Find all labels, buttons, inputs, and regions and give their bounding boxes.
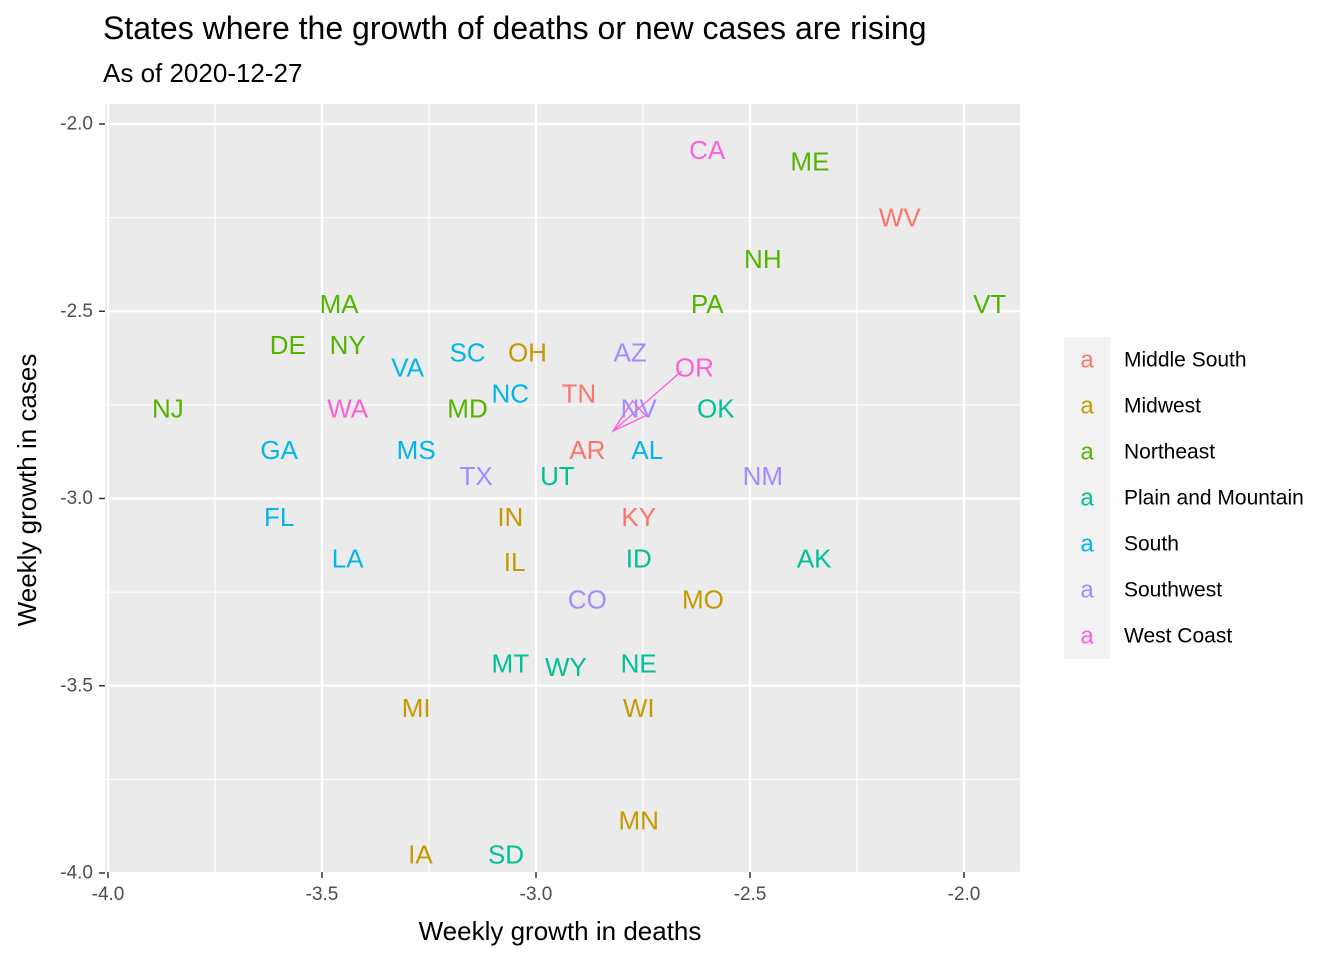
point-label-ne: NE <box>621 648 657 678</box>
legend-key-glyph: a <box>1080 531 1094 558</box>
point-label-co: CO <box>568 585 607 615</box>
legend-key <box>1064 567 1110 613</box>
legend-key-glyph: a <box>1080 393 1094 420</box>
point-label-ca: CA <box>689 135 726 165</box>
minor-gridlines <box>105 104 1020 872</box>
point-label-wi: WI <box>623 693 655 723</box>
point-label-ut: UT <box>540 461 575 491</box>
legend-label: Northeast <box>1124 441 1215 464</box>
legend-item-northeast: a Northeast <box>1064 429 1215 475</box>
point-label-ma: MA <box>320 289 360 319</box>
legend-item-midwest: a Midwest <box>1064 383 1201 429</box>
label-connector-arrow <box>611 399 647 433</box>
point-label-mo: MO <box>682 585 724 615</box>
point-label-vt: VT <box>973 289 1006 319</box>
x-tick-label: -4.0 <box>92 884 125 905</box>
point-label-tn: TN <box>561 379 596 409</box>
legend-item-west-coast: a West Coast <box>1064 613 1232 659</box>
legend-item-south: a South <box>1064 521 1179 567</box>
legend-key <box>1064 337 1110 383</box>
legend-label: South <box>1124 533 1179 556</box>
major-gridlines <box>105 104 1020 875</box>
x-tick-label: -3.0 <box>520 884 553 905</box>
plot-panel <box>105 104 1020 872</box>
legend-key <box>1064 475 1110 521</box>
point-label-ms: MS <box>397 435 436 465</box>
point-label-nc: NC <box>492 379 530 409</box>
legend-label: Middle South <box>1124 349 1247 372</box>
point-label-ak: AK <box>797 543 832 573</box>
legend-key <box>1064 521 1110 567</box>
point-label-me: ME <box>790 146 829 176</box>
point-label-mi: MI <box>402 693 431 723</box>
point-label-nv: NV <box>621 394 658 424</box>
legend-key <box>1064 429 1110 475</box>
point-label-la: LA <box>332 543 364 573</box>
y-tick-label: -2.0 <box>60 114 93 135</box>
point-label-nj: NJ <box>152 394 184 424</box>
legend-item-middle-south: a Middle South <box>1064 337 1247 383</box>
point-label-de: DE <box>270 330 306 360</box>
point-label-va: VA <box>391 352 424 382</box>
legend-label: Plain and Mountain <box>1124 487 1304 510</box>
point-label-in: IN <box>497 502 523 532</box>
chart-title: States where the growth of deaths or new… <box>103 10 927 46</box>
point-label-wv: WV <box>879 203 922 233</box>
point-label-ky: KY <box>621 502 656 532</box>
point-label-pa: PA <box>691 289 724 319</box>
point-labels: CA ME WV NH MA PA VT DE NY SC OH AZ VA OR NC TN NJ WA MD NV… <box>152 135 1006 869</box>
legend-item-southwest: a Southwest <box>1064 567 1222 613</box>
y-tick-label: -4.0 <box>60 863 93 884</box>
point-label-mn: MN <box>619 806 659 836</box>
point-label-al: AL <box>631 435 663 465</box>
legend-key <box>1064 383 1110 429</box>
point-label-ny: NY <box>330 330 366 360</box>
y-tick-label: -2.5 <box>60 301 93 322</box>
legend-key-glyph: a <box>1080 623 1094 650</box>
chart-subtitle: As of 2020-12-27 <box>103 58 303 88</box>
legend-key-glyph: a <box>1080 577 1094 604</box>
point-label-az: AZ <box>614 337 647 367</box>
point-label-mt: MT <box>492 648 530 678</box>
point-label-sc: SC <box>449 337 485 367</box>
point-label-il: IL <box>504 547 526 577</box>
y-axis: -4.0 -3.5 -3.0 -2.5 -2.0 <box>60 114 105 884</box>
point-label-tx: TX <box>459 461 492 491</box>
x-axis-title: Weekly growth in deaths <box>419 916 702 946</box>
point-label-ia: IA <box>408 839 433 869</box>
legend-item-plain-and-mountain: a Plain and Mountain <box>1064 475 1304 521</box>
x-tick-label: -2.0 <box>948 884 981 905</box>
point-label-oh: OH <box>508 337 547 367</box>
point-label-or: OR <box>675 352 714 382</box>
legend: a Middle South a Midwest a Northeast a Plain an… <box>1064 337 1304 659</box>
point-label-nm: NM <box>743 461 783 491</box>
point-label-wy: WY <box>545 652 587 682</box>
point-label-ar: AR <box>569 435 605 465</box>
point-label-fl: FL <box>264 502 294 532</box>
legend-key-glyph: a <box>1080 485 1094 512</box>
point-label-nh: NH <box>744 244 782 274</box>
y-tick-label: -3.0 <box>60 488 93 509</box>
point-label-id: ID <box>626 543 652 573</box>
legend-key-glyph: a <box>1080 439 1094 466</box>
x-tick-label: -2.5 <box>734 884 767 905</box>
label-segments <box>611 370 682 433</box>
point-label-md: MD <box>447 394 487 424</box>
legend-key-glyph: a <box>1080 347 1094 374</box>
label-connector <box>612 370 682 432</box>
legend-label: Midwest <box>1124 395 1201 418</box>
y-axis-title: Weekly growth in cases <box>12 354 42 627</box>
x-tick-label: -3.5 <box>306 884 339 905</box>
point-label-ga: GA <box>260 435 298 465</box>
x-axis: -4.0 -3.5 -3.0 -2.5 -2.0 <box>92 872 981 905</box>
y-tick-label: -3.5 <box>60 675 93 696</box>
legend-label: Southwest <box>1124 579 1222 602</box>
legend-key <box>1064 613 1110 659</box>
point-label-ok: OK <box>697 394 735 424</box>
legend-label: West Coast <box>1124 625 1232 648</box>
point-label-wa: WA <box>327 394 369 424</box>
point-label-sd: SD <box>488 839 524 869</box>
